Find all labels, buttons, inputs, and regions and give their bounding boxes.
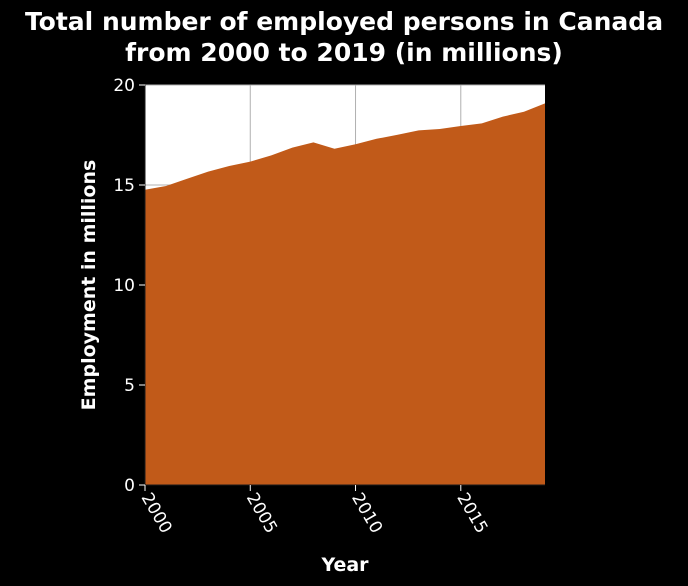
y-axis-label: Employment in millions [78, 160, 100, 411]
y-tick-label-15: 15 [113, 176, 135, 196]
chart-title-line-2: from 2000 to 2019 (in millions) [125, 38, 563, 67]
area-series [145, 103, 545, 486]
chart-title-line-1: Total number of employed persons in Cana… [25, 7, 663, 36]
y-tick-label-10: 10 [113, 276, 135, 296]
y-tick-label-5: 5 [124, 376, 135, 396]
y-axis-ticks: 0 5 10 15 20 [113, 76, 145, 496]
y-tick-label-0: 0 [124, 476, 135, 496]
x-axis-label: Year [320, 554, 369, 576]
y-tick-label-20: 20 [113, 76, 135, 96]
